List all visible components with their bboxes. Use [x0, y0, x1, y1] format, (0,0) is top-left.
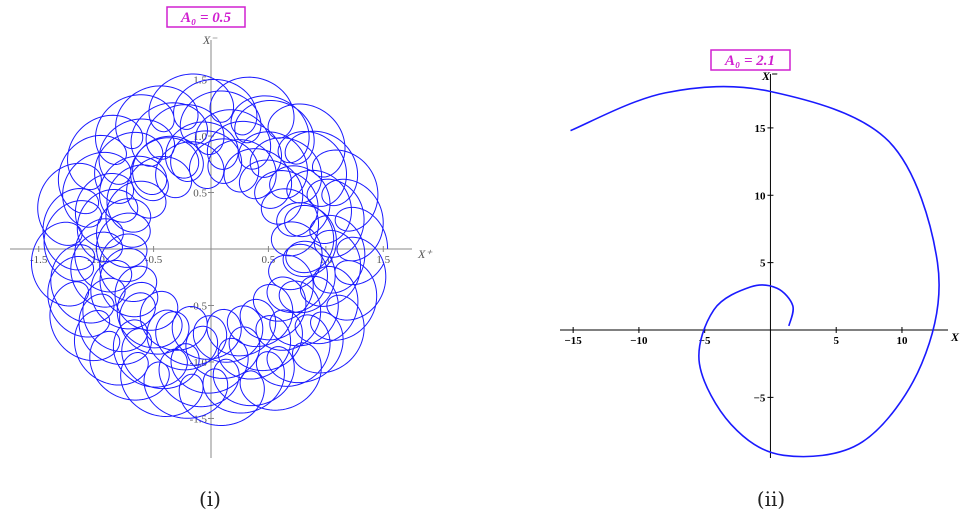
- panel-i-y-axis-label: X⁻: [202, 33, 218, 47]
- panel-i-parameter-label: A₀ = 0.5: [180, 10, 232, 26]
- panel-i-x-tick-label: 1.5: [376, 254, 390, 266]
- panel-i-y-tick-label: 1.5: [193, 75, 207, 87]
- panel-i-x-tick-label: -1.5: [30, 254, 48, 266]
- panel-i-x-axis-label: X⁺: [417, 247, 433, 261]
- panel-ii-y-tick-label: 15: [754, 123, 766, 135]
- panel-ii-parameter-label: A₀ = 2.1: [724, 53, 775, 69]
- panel-i-curve: [30, 73, 389, 426]
- panel-ii-y-axis-label: X⁻: [761, 69, 778, 83]
- panel-ii-parameter-box: A₀ = 2.1: [710, 49, 791, 71]
- panel-i-x-tick-label: 0.5: [262, 254, 276, 266]
- panel-ii-x-tick-label: −15: [565, 335, 583, 347]
- panel-i-parameter-box: A₀ = 0.5: [166, 6, 246, 28]
- panel-i-y-tick-label: 0.5: [193, 188, 207, 200]
- panel-ii-axes: [560, 74, 948, 458]
- panel-i-y-tick-label: -0.5: [190, 300, 208, 312]
- panel-ii-x-axis-label: X: [950, 330, 960, 344]
- panel-ii-caption: (ii): [757, 487, 785, 511]
- panel-ii-x-tick-label: −10: [630, 335, 648, 347]
- panel-ii-x-tick-label: 5: [833, 335, 839, 347]
- panel-i-plot: -1.5 -1.0 -0.5 0.5 1.0 1.5-1.5-1.0-0.50.51.01…: [10, 6, 433, 511]
- panel-i-x-tick-label: -0.5: [145, 254, 163, 266]
- panel-i-caption: (i): [199, 487, 221, 511]
- panel-ii-curve: [570, 85, 940, 458]
- panel-ii-y-tick-label: 10: [754, 190, 766, 202]
- panel-ii-y-tick-label: 5: [760, 258, 766, 270]
- panel-i-axes: [10, 40, 412, 458]
- panel-ii-x-tick-label: 10: [896, 335, 908, 347]
- panel-ii-y-tick-label: −5: [754, 392, 766, 404]
